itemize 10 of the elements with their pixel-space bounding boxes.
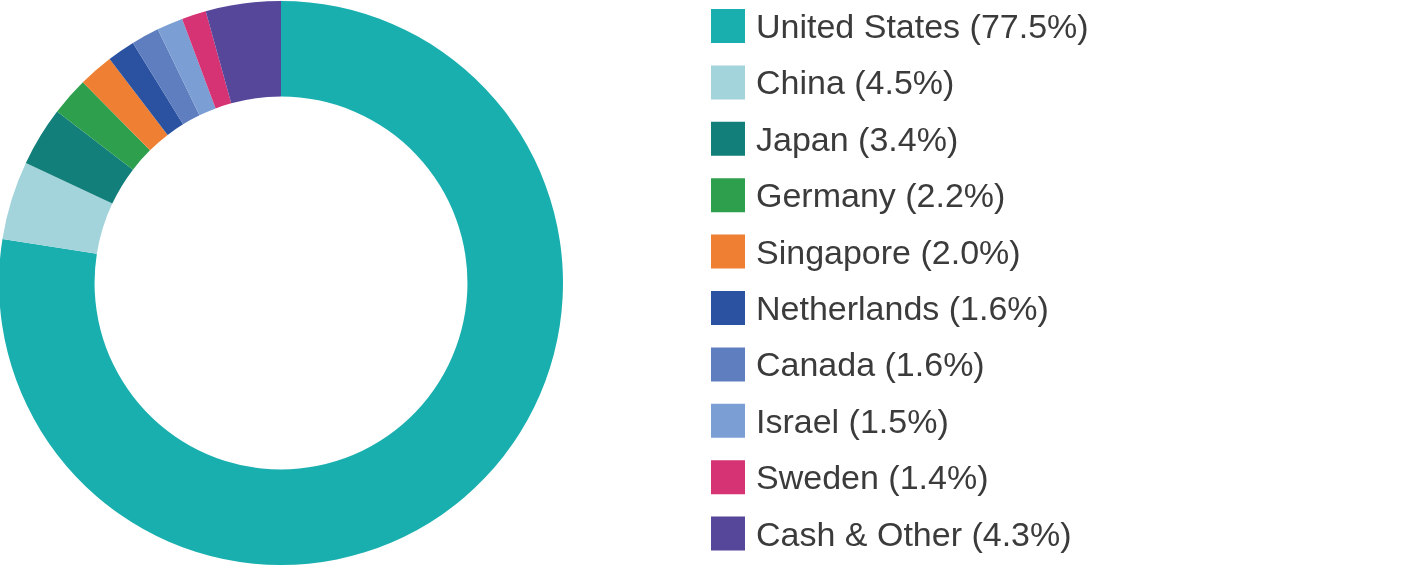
legend-label: Singapore (2.0%) [756, 232, 1021, 271]
legend-label: China (4.5%) [756, 63, 955, 102]
legend-label: Canada (1.6%) [756, 345, 985, 384]
legend-label: Sweden (1.4%) [756, 458, 989, 497]
legend-label: Israel (1.5%) [756, 401, 949, 440]
legend-label: Cash & Other (4.3%) [756, 514, 1072, 553]
legend-label: United States (77.5%) [756, 7, 1089, 45]
legend-label: Japan (3.4%) [756, 119, 959, 158]
legend-label: Netherlands (1.6%) [756, 289, 1049, 327]
legend-label: Germany (2.2%) [756, 176, 1006, 215]
